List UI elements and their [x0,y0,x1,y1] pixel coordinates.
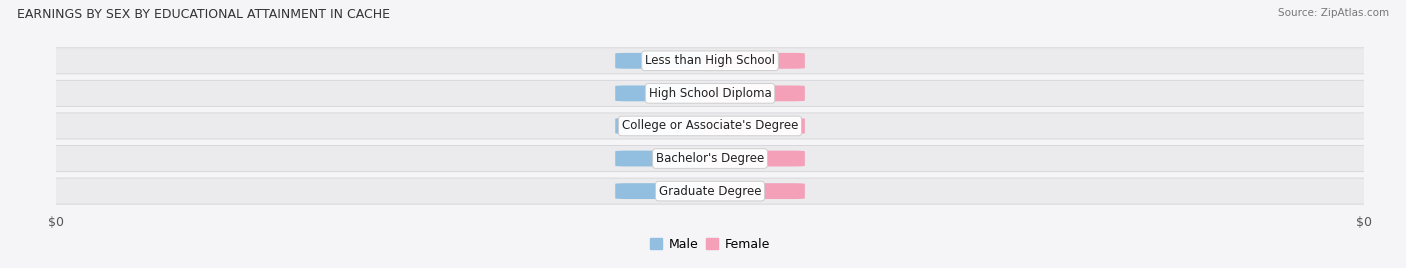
Text: $0: $0 [658,56,673,66]
FancyBboxPatch shape [703,85,804,101]
Text: High School Diploma: High School Diploma [648,87,772,100]
FancyBboxPatch shape [31,113,1389,139]
Text: $0: $0 [658,121,673,131]
FancyBboxPatch shape [616,85,717,101]
FancyBboxPatch shape [703,53,804,69]
FancyBboxPatch shape [31,146,1389,172]
FancyBboxPatch shape [616,151,717,166]
FancyBboxPatch shape [703,151,804,166]
Text: Bachelor's Degree: Bachelor's Degree [657,152,763,165]
FancyBboxPatch shape [616,53,717,69]
Text: $0: $0 [747,186,762,196]
Text: Less than High School: Less than High School [645,54,775,67]
Text: $0: $0 [747,56,762,66]
Text: $0: $0 [658,88,673,98]
Text: Source: ZipAtlas.com: Source: ZipAtlas.com [1278,8,1389,18]
FancyBboxPatch shape [31,80,1389,106]
FancyBboxPatch shape [31,178,1389,204]
FancyBboxPatch shape [31,48,1389,74]
Text: $0: $0 [747,88,762,98]
Text: $0: $0 [747,121,762,131]
FancyBboxPatch shape [616,183,717,199]
Text: $0: $0 [747,154,762,163]
FancyBboxPatch shape [703,118,804,134]
Text: College or Associate's Degree: College or Associate's Degree [621,120,799,132]
Text: $0: $0 [658,154,673,163]
FancyBboxPatch shape [703,183,804,199]
FancyBboxPatch shape [616,118,717,134]
Text: Graduate Degree: Graduate Degree [659,185,761,198]
Text: $0: $0 [658,186,673,196]
Legend: Male, Female: Male, Female [645,233,775,256]
Text: EARNINGS BY SEX BY EDUCATIONAL ATTAINMENT IN CACHE: EARNINGS BY SEX BY EDUCATIONAL ATTAINMEN… [17,8,389,21]
